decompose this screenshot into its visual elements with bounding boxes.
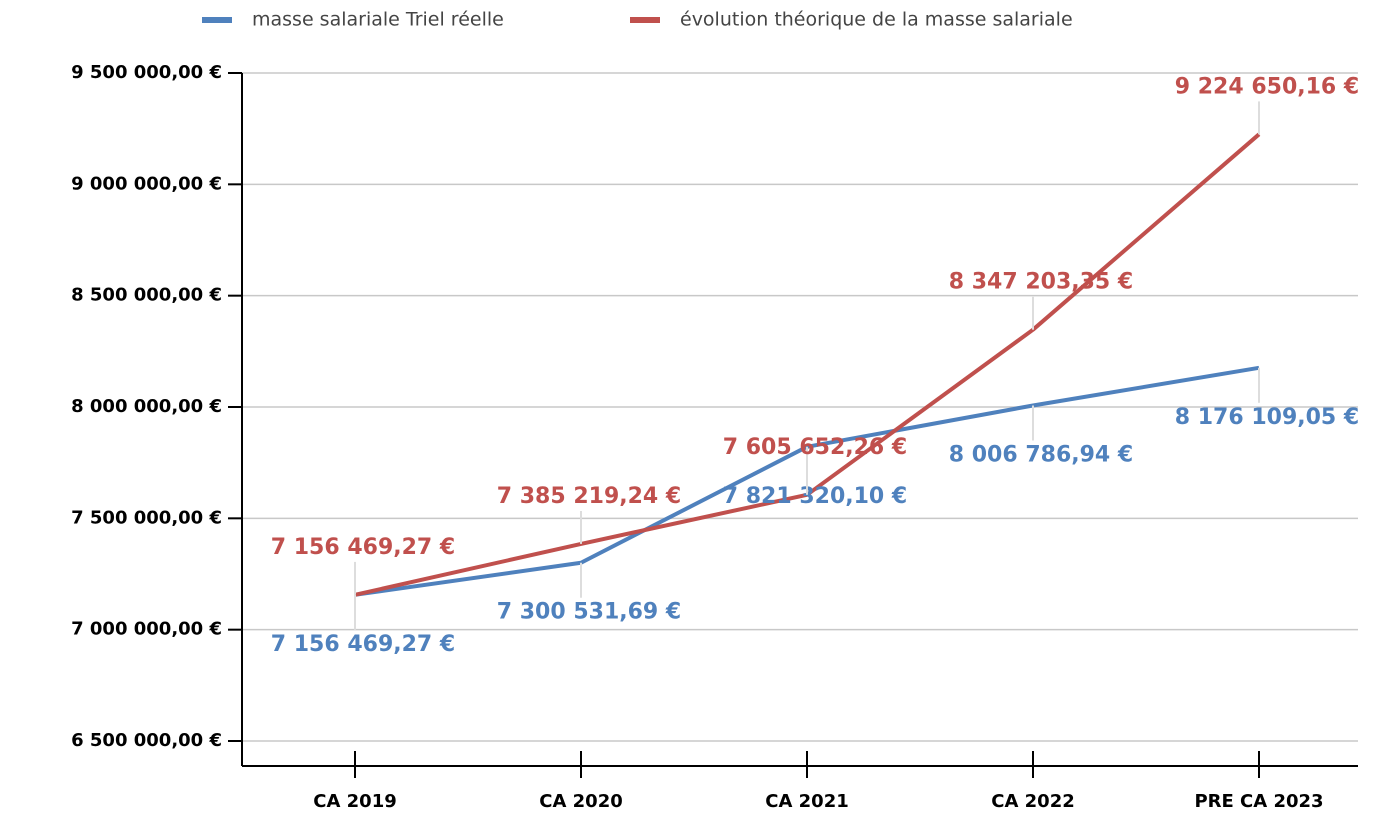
data-label: 7 385 219,24 € xyxy=(497,484,681,509)
data-label: 8 176 109,05 € xyxy=(1175,405,1359,430)
legend-label: masse salariale Triel réelle xyxy=(252,9,504,31)
series-line xyxy=(354,132,1261,597)
y-tick-label: 7 000 000,00 € xyxy=(71,619,222,640)
y-tick-label: 8 000 000,00 € xyxy=(71,396,222,417)
data-label: 7 156 469,27 € xyxy=(271,632,455,657)
y-tick-label: 8 500 000,00 € xyxy=(71,285,222,306)
y-tick-label: 9 500 000,00 € xyxy=(71,62,222,83)
x-tick-label: CA 2021 xyxy=(765,791,849,812)
x-tick-label: CA 2020 xyxy=(539,791,623,812)
data-label: 7 300 531,69 € xyxy=(497,600,681,625)
y-tick-label: 9 000 000,00 € xyxy=(71,173,222,194)
legend-label: évolution théorique de la masse salarial… xyxy=(680,9,1073,31)
data-label: 7 605 652,26 € xyxy=(723,435,907,460)
y-tick-label: 6 500 000,00 € xyxy=(71,730,222,751)
x-tick-label: CA 2019 xyxy=(313,791,397,812)
data-label: 7 156 469,27 € xyxy=(271,535,455,560)
x-tick-label: PRE CA 2023 xyxy=(1194,791,1323,812)
y-tick-label: 7 500 000,00 € xyxy=(71,507,222,528)
data-label: 8 006 786,94 € xyxy=(949,442,1133,467)
data-label: 9 224 650,16 € xyxy=(1175,74,1359,99)
data-label: 8 347 203,35 € xyxy=(949,270,1133,295)
x-tick-label: CA 2022 xyxy=(991,791,1075,812)
data-label: 7 821 320,10 € xyxy=(723,484,907,509)
